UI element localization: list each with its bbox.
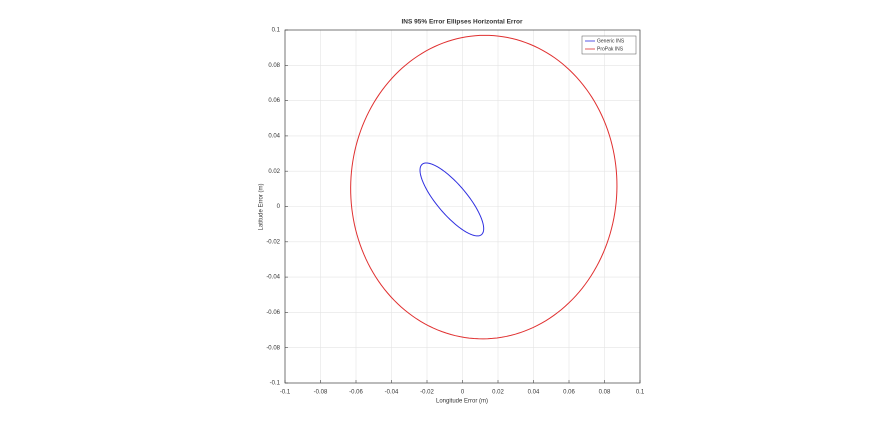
x-tick-label: -0.1	[280, 390, 291, 396]
y-tick-label: -0.04	[266, 275, 280, 281]
axes-box	[284, 29, 641, 384]
x-axis-label: Longitude Error (m)	[436, 399, 488, 405]
error-ellipse	[350, 34, 618, 340]
x-tick-label: 0	[461, 390, 465, 396]
y-tick-label: 0.1	[272, 28, 281, 34]
y-axis-label: Latitude Error (m)	[259, 183, 265, 230]
y-tick-label: -0.02	[266, 239, 280, 245]
legend-label: Generic INS	[597, 38, 625, 44]
y-tick-label: 0.02	[268, 169, 280, 175]
legend-box	[581, 35, 637, 55]
x-tick-label: 0.04	[528, 390, 540, 396]
x-tick-label: -0.02	[420, 390, 434, 396]
y-tick-label: 0.06	[268, 98, 280, 104]
y-tick-label: -0.08	[266, 345, 280, 351]
x-tick-label: 0.1	[636, 390, 645, 396]
x-tick-label: 0.06	[563, 390, 575, 396]
y-tick-label: -0.06	[266, 310, 280, 316]
error-ellipse	[419, 162, 485, 237]
x-tick-label: -0.08	[314, 390, 328, 396]
x-tick-label: 0.08	[599, 390, 611, 396]
x-tick-label: -0.06	[349, 390, 363, 396]
y-tick-label: 0.04	[268, 133, 280, 139]
y-tick-label: 0	[277, 204, 281, 210]
y-tick-label: -0.1	[270, 381, 281, 387]
x-tick-label: 0.02	[492, 390, 504, 396]
x-tick-label: -0.04	[385, 390, 399, 396]
chart-title: INS 95% Error Ellipses Horizontal Error	[401, 19, 522, 26]
y-tick-label: 0.08	[268, 63, 280, 69]
legend-label: ProPak INS	[597, 46, 624, 52]
